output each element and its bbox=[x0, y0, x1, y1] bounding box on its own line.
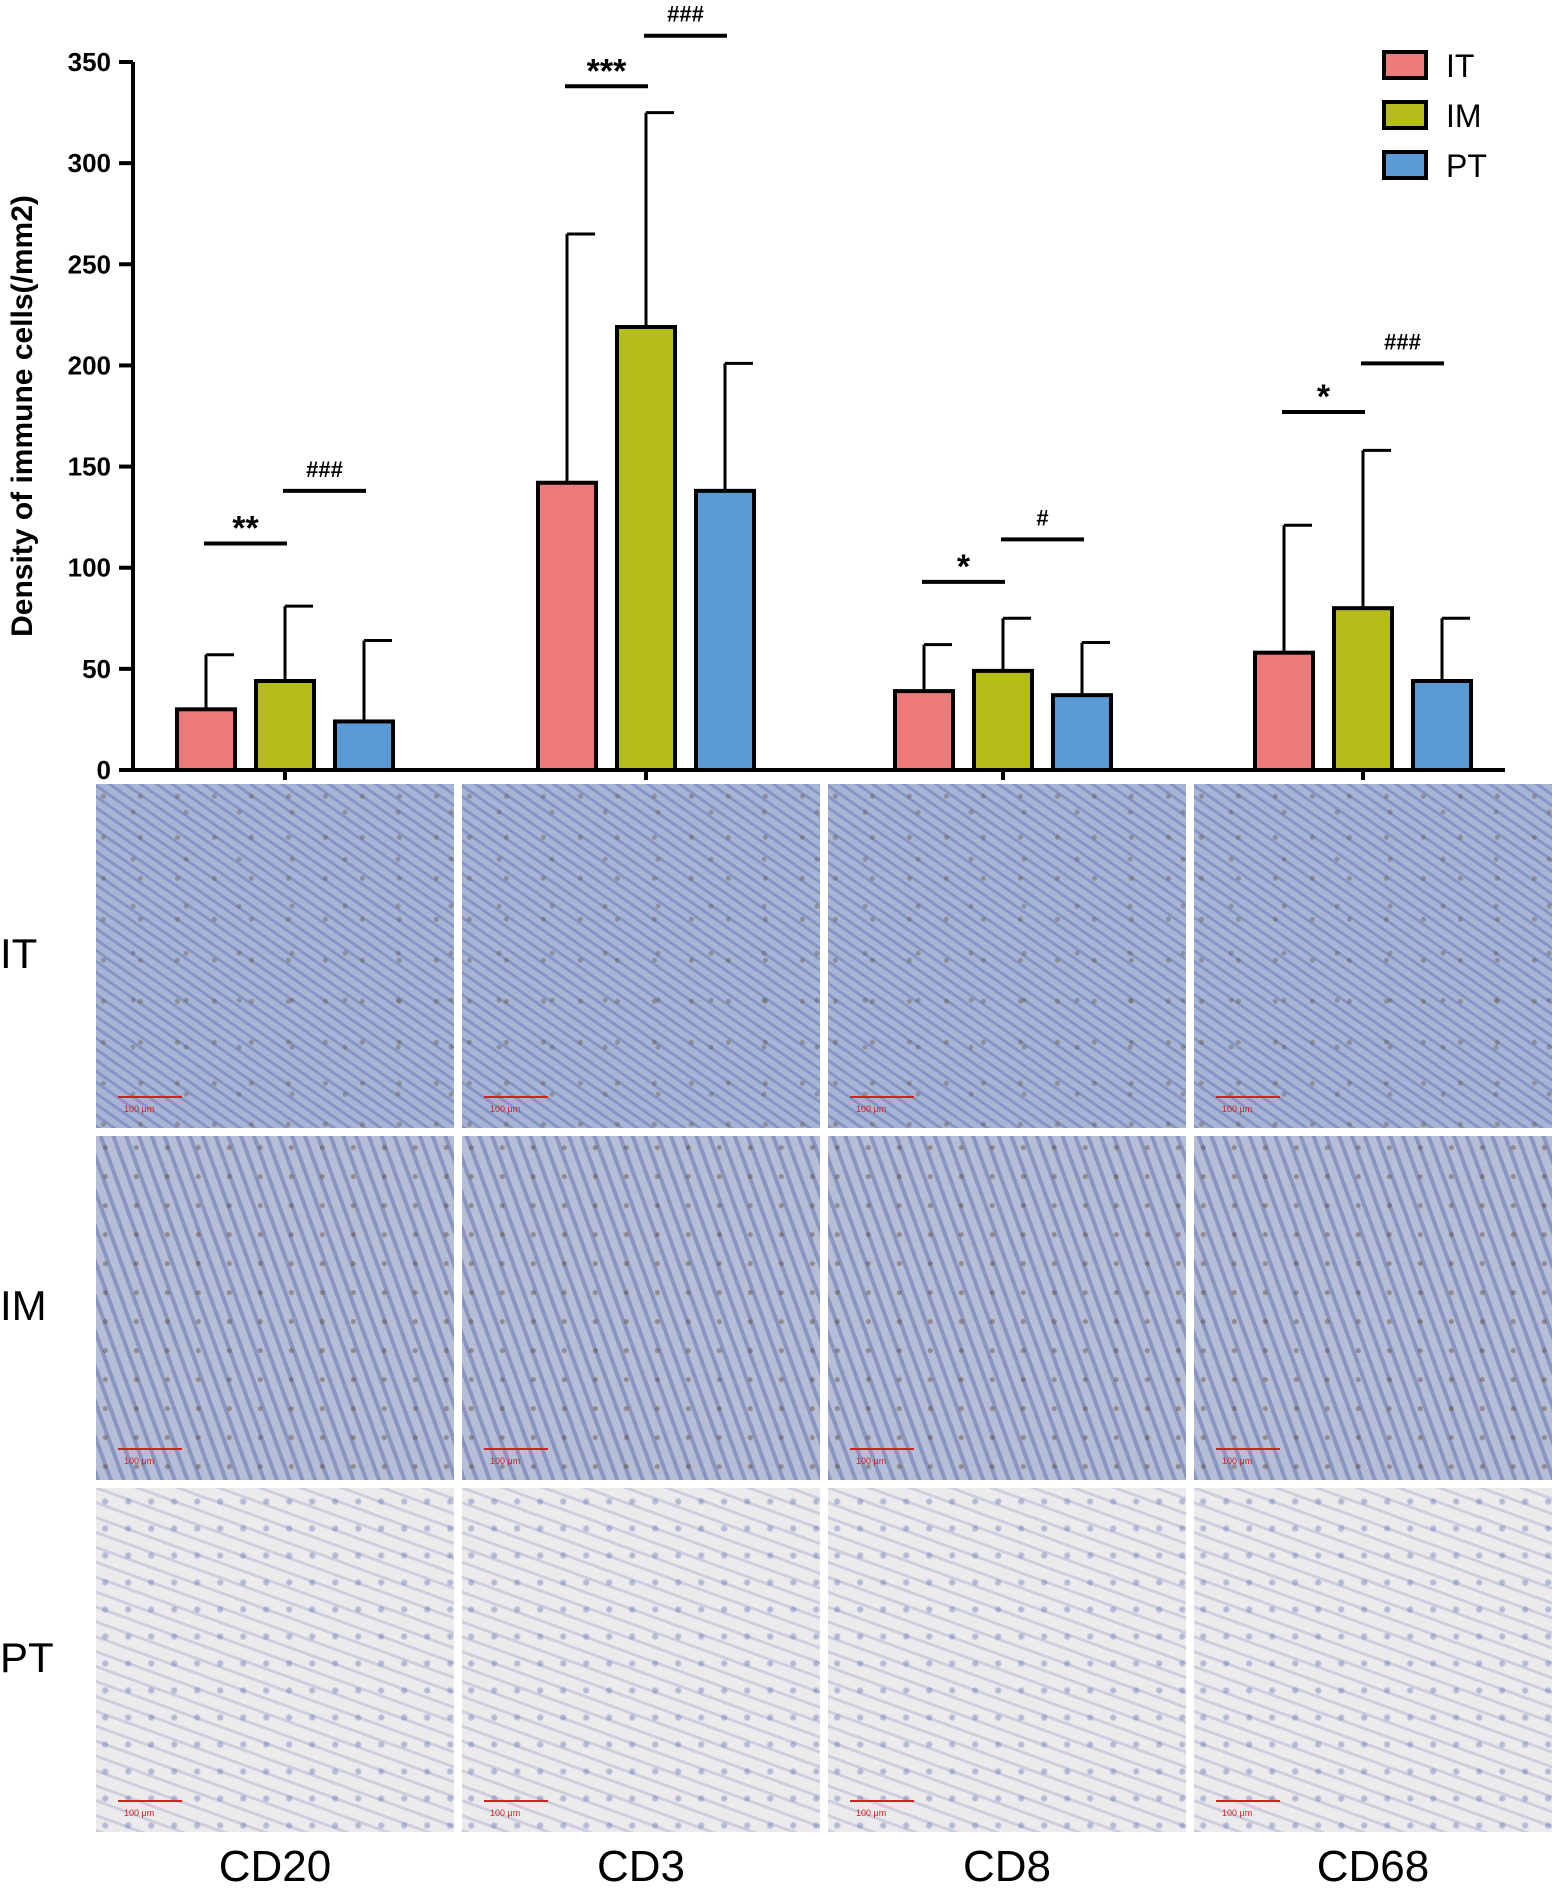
y-tick-label: 350 bbox=[68, 47, 111, 77]
y-tick-label: 50 bbox=[82, 654, 111, 684]
column-label-cd20: CD20 bbox=[218, 1842, 332, 1891]
row-label-it: IT bbox=[0, 930, 38, 977]
significance-label: ### bbox=[306, 457, 343, 482]
bar-im-cd3 bbox=[615, 324, 677, 772]
bar-pt-cd3 bbox=[694, 488, 756, 772]
scale-bar bbox=[1216, 1800, 1280, 1802]
row-label-pt: PT bbox=[0, 1634, 54, 1681]
legend-swatch-it bbox=[1382, 50, 1428, 80]
bar-it-cd20 bbox=[175, 707, 237, 772]
significance-label: ### bbox=[667, 2, 704, 27]
bar-pt-cd20 bbox=[333, 719, 395, 772]
scale-bar bbox=[1216, 1096, 1280, 1098]
scale-bar bbox=[484, 1800, 548, 1802]
scale-bar bbox=[484, 1096, 548, 1098]
bar-pt-cd68 bbox=[1411, 678, 1473, 772]
y-tick-label: 100 bbox=[68, 553, 111, 583]
scale-bar-label: 100 μm bbox=[1222, 1456, 1253, 1466]
y-tick-label: 0 bbox=[97, 755, 111, 780]
micrograph-it-cd8: 100 μm bbox=[828, 784, 1186, 1128]
legend-swatch-im bbox=[1382, 100, 1428, 130]
bar-im-cd8 bbox=[972, 668, 1034, 773]
scale-bar bbox=[118, 1096, 182, 1098]
bar-it-cd3 bbox=[536, 480, 598, 772]
scale-bar-label: 100 μm bbox=[124, 1808, 155, 1818]
scale-bar bbox=[850, 1096, 914, 1098]
scale-bar-label: 100 μm bbox=[856, 1456, 887, 1466]
scale-bar-label: 100 μm bbox=[124, 1104, 155, 1114]
significance-label: # bbox=[1036, 505, 1048, 530]
scale-bar-label: 100 μm bbox=[124, 1456, 155, 1466]
y-tick-label: 300 bbox=[68, 148, 111, 178]
legend-label-it: IT bbox=[1446, 48, 1474, 84]
bar-pt-cd8 bbox=[1051, 693, 1113, 773]
scale-bar bbox=[118, 1448, 182, 1450]
micrograph-im-cd20: 100 μm bbox=[96, 1136, 454, 1480]
significance-label: *** bbox=[587, 52, 627, 90]
micrograph-pt-cd68: 100 μm bbox=[1194, 1488, 1552, 1832]
y-tick-label: 250 bbox=[68, 249, 111, 279]
legend-label-im: IM bbox=[1446, 98, 1482, 134]
micrograph-pt-cd20: 100 μm bbox=[96, 1488, 454, 1832]
scale-bar-label: 100 μm bbox=[856, 1808, 887, 1818]
scale-bar bbox=[484, 1448, 548, 1450]
scale-bar-label: 100 μm bbox=[490, 1104, 521, 1114]
y-axis-title: Density of immune cells(/mm2) bbox=[6, 195, 39, 637]
bar-it-cd8 bbox=[893, 689, 955, 773]
significance-label: ** bbox=[232, 509, 259, 547]
column-label-cd8: CD8 bbox=[962, 1842, 1052, 1891]
bar-it-cd68 bbox=[1253, 650, 1315, 772]
micrograph-pt-cd8: 100 μm bbox=[828, 1488, 1186, 1832]
legend-label-pt: PT bbox=[1446, 148, 1487, 184]
significance-label: * bbox=[957, 548, 971, 586]
micrograph-it-cd3: 100 μm bbox=[462, 784, 820, 1128]
micrograph-im-cd8: 100 μm bbox=[828, 1136, 1186, 1480]
bar-im-cd68 bbox=[1332, 606, 1394, 773]
scale-bar-label: 100 μm bbox=[490, 1808, 521, 1818]
micrograph-it-cd68: 100 μm bbox=[1194, 784, 1552, 1128]
scale-bar bbox=[850, 1800, 914, 1802]
y-tick-label: 200 bbox=[68, 350, 111, 380]
scale-bar bbox=[1216, 1448, 1280, 1450]
bar-im-cd20 bbox=[254, 678, 316, 772]
significance-label: ### bbox=[1384, 329, 1421, 354]
scale-bar-label: 100 μm bbox=[490, 1456, 521, 1466]
scale-bar-label: 100 μm bbox=[1222, 1808, 1253, 1818]
row-label-im: IM bbox=[0, 1282, 47, 1329]
micrograph-it-cd20: 100 μm bbox=[96, 784, 454, 1128]
micrograph-pt-cd3: 100 μm bbox=[462, 1488, 820, 1832]
scale-bar bbox=[850, 1448, 914, 1450]
scale-bar-label: 100 μm bbox=[1222, 1104, 1253, 1114]
legend-swatch-pt bbox=[1382, 150, 1428, 180]
y-tick-label: 150 bbox=[68, 452, 111, 482]
micrograph-im-cd68: 100 μm bbox=[1194, 1136, 1552, 1480]
micrograph-im-cd3: 100 μm bbox=[462, 1136, 820, 1480]
column-label-cd3: CD3 bbox=[596, 1842, 686, 1891]
column-label-cd68: CD68 bbox=[1316, 1842, 1430, 1891]
scale-bar bbox=[118, 1800, 182, 1802]
significance-label: * bbox=[1317, 378, 1331, 416]
bar-chart: 0 50 100 150 200 250 300 350 Density of immune c… bbox=[6, 2, 1505, 780]
scale-bar-label: 100 μm bbox=[856, 1104, 887, 1114]
